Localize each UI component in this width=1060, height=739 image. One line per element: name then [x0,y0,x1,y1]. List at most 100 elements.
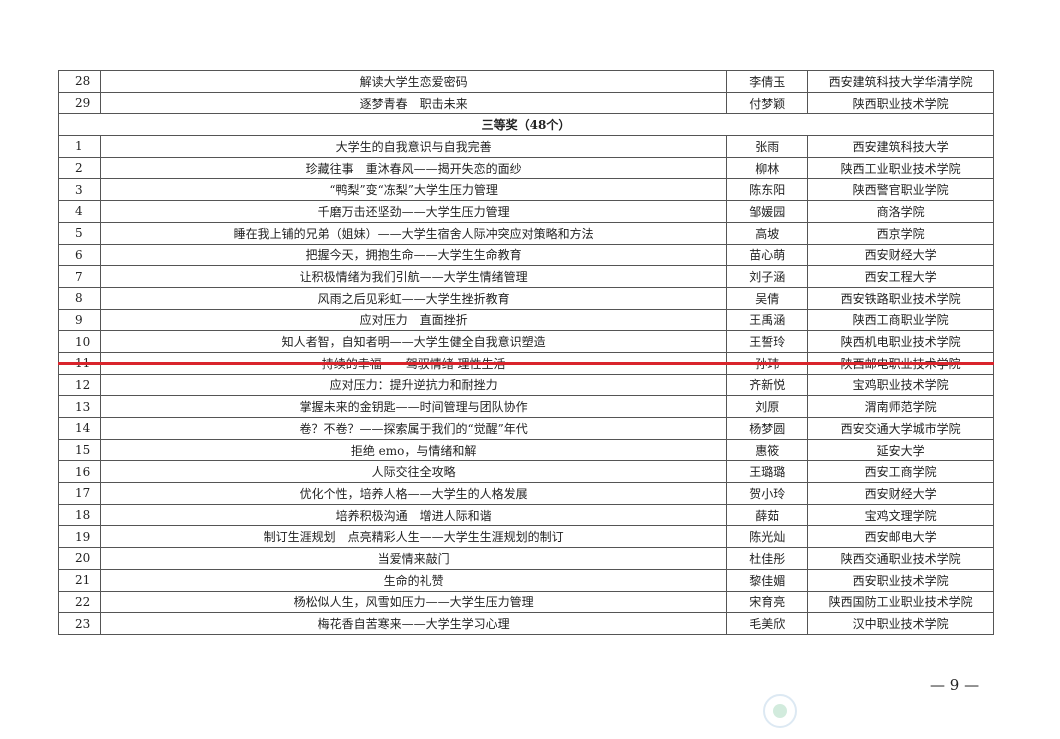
row-author: 刘原 [726,395,809,418]
row-title: 应对压力 直面挫折 [99,308,728,332]
table-row: 16 人际交往全攻略 王璐璐 西安工商学院 [58,460,994,484]
row-number: 14 [58,417,101,440]
row-number: 22 [58,590,101,614]
row-school: 西安工程大学 [807,265,994,288]
awards-table: 28 解读大学生恋爱密码 李倩玉 西安建筑科技大学华清学院 29 逐梦青春 职击未来 付梦颖… [58,70,994,635]
row-author: 吴倩 [726,286,809,310]
row-title: 睡在我上铺的兄弟（姐妹）——大学生宿舍人际冲突应对策略和方法 [99,221,728,245]
section-header-row: 三等奖（48个） [58,113,994,137]
watermark-logo-icon [763,694,797,728]
row-author: 付梦颖 [726,91,809,115]
row-author: 张雨 [726,135,809,158]
row-author: 杨梦圆 [726,417,809,440]
row-title: 拒绝 emo，与情绪和解 [99,438,728,462]
table-row: 15 拒绝 emo，与情绪和解 惠筱 延安大学 [58,438,994,462]
row-author: 毛美欣 [726,612,809,635]
row-school: 西安财经大学 [807,482,994,505]
row-author: 王誓玲 [726,330,809,353]
row-author: 刘子涵 [726,265,809,288]
row-school: 陕西交通职业技术学院 [807,547,994,570]
table-row: 9 应对压力 直面挫折 王禹涵 陕西工商职业学院 [58,308,994,332]
row-author: 惠筱 [726,438,809,462]
table-row: 23 梅花香自苦寒来——大学生学习心理 毛美欣 汉中职业技术学院 [58,612,994,635]
row-title: 人际交往全攻略 [99,460,728,484]
row-title: 解读大学生恋爱密码 [99,70,728,93]
row-title: 让积极情绪为我们引航——大学生情绪管理 [99,265,728,288]
table-row: 7 让积极情绪为我们引航——大学生情绪管理 刘子涵 西安工程大学 [58,265,994,288]
row-title: 逐梦青春 职击未来 [99,91,728,115]
row-author: 薛茹 [726,503,809,527]
row-number: 19 [58,525,101,549]
row-number: 9 [58,308,101,332]
row-author: 陈东阳 [726,178,809,202]
table-row: 3 “鸭梨”变“冻梨”大学生压力管理 陈东阳 陕西警官职业学院 [58,178,994,202]
row-school: 西安建筑科技大学华清学院 [807,70,994,93]
table-row: 5 睡在我上铺的兄弟（姐妹）——大学生宿舍人际冲突应对策略和方法 高坡 西京学院 [58,221,994,245]
table-row: 29 逐梦青春 职击未来 付梦颖 陕西职业技术学院 [58,91,994,115]
table-row: 14 卷？不卷？——探索属于我们的“觉醒”年代 杨梦圆 西安交通大学城市学院 [58,417,994,440]
row-number: 10 [58,330,101,353]
row-school: 西安职业技术学院 [807,568,994,592]
table-row: 18 培养积极沟通 增进人际和谐 薛茹 宝鸡文理学院 [58,503,994,527]
row-school: 西安铁路职业技术学院 [807,286,994,310]
row-school: 汉中职业技术学院 [807,612,994,635]
row-number: 23 [58,612,101,635]
row-title: 梅花香自苦寒来——大学生学习心理 [99,612,728,635]
row-school: 西京学院 [807,221,994,245]
row-author: 邹媛园 [726,200,809,223]
row-school: 陕西警官职业学院 [807,178,994,202]
table-row: 13 掌握未来的金钥匙——时间管理与团队协作 刘原 渭南师范学院 [58,395,994,418]
row-school: 陕西机电职业技术学院 [807,330,994,353]
row-title: 应对压力：提升逆抗力和耐挫力 [99,373,728,397]
row-author: 王璐璐 [726,460,809,484]
row-title: 大学生的自我意识与自我完善 [99,135,728,158]
row-number: 6 [58,243,101,267]
row-number: 3 [58,178,101,202]
row-number: 12 [58,373,101,397]
row-school: 延安大学 [807,438,994,462]
row-number: 8 [58,286,101,310]
row-school: 宝鸡文理学院 [807,503,994,527]
row-title: 培养积极沟通 增进人际和谐 [99,503,728,527]
row-school: 西安工商学院 [807,460,994,484]
row-author: 柳林 [726,156,809,180]
row-author: 李倩玉 [726,70,809,93]
row-author: 杜佳彤 [726,547,809,570]
row-school: 陕西国防工业职业技术学院 [807,590,994,614]
row-number: 7 [58,265,101,288]
row-title: 优化个性，培养人格——大学生的人格发展 [99,482,728,505]
table-row: 4 千磨万击还坚劲——大学生压力管理 邹媛园 商洛学院 [58,200,994,223]
row-number: 17 [58,482,101,505]
table-row: 12 应对压力：提升逆抗力和耐挫力 齐新悦 宝鸡职业技术学院 [58,373,994,397]
row-title: 当爱情来敲门 [99,547,728,570]
row-author: 王禹涵 [726,308,809,332]
row-school: 商洛学院 [807,200,994,223]
table-row: 17 优化个性，培养人格——大学生的人格发展 贺小玲 西安财经大学 [58,482,994,505]
row-school: 陕西工商职业学院 [807,308,994,332]
row-number: 29 [58,91,101,115]
row-number: 21 [58,568,101,592]
row-title: 制订生涯规划 点亮精彩人生——大学生生涯规划的制订 [99,525,728,549]
row-title: 生命的礼赞 [99,568,728,592]
table-row: 21 生命的礼赞 黎佳媚 西安职业技术学院 [58,568,994,592]
row-title: “鸭梨”变“冻梨”大学生压力管理 [99,178,728,202]
row-number: 4 [58,200,101,223]
page-number: — 9 — [930,676,980,694]
row-number: 1 [58,135,101,158]
row-title: 风雨之后见彩虹——大学生挫折教育 [99,286,728,310]
row-author: 苗心萌 [726,243,809,267]
row-school: 西安交通大学城市学院 [807,417,994,440]
row-author: 贺小玲 [726,482,809,505]
row-school: 陕西工业职业技术学院 [807,156,994,180]
red-highlight-line [58,362,994,365]
table-row: 1 大学生的自我意识与自我完善 张雨 西安建筑科技大学 [58,135,994,158]
row-title: 千磨万击还坚劲——大学生压力管理 [99,200,728,223]
row-number: 2 [58,156,101,180]
table-row: 28 解读大学生恋爱密码 李倩玉 西安建筑科技大学华清学院 [58,70,994,93]
section-title: 三等奖（48个） [58,113,994,137]
table-row: 19 制订生涯规划 点亮精彩人生——大学生生涯规划的制订 陈光灿 西安邮电大学 [58,525,994,549]
row-number: 20 [58,547,101,570]
row-number: 15 [58,438,101,462]
row-number: 16 [58,460,101,484]
table-row: 10 知人者智，自知者明——大学生健全自我意识塑造 王誓玲 陕西机电职业技术学院 [58,330,994,353]
